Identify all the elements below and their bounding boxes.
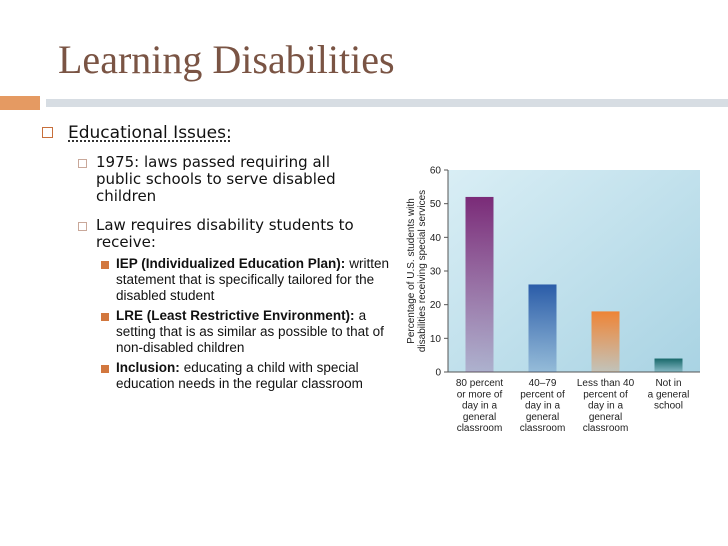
x-tick-label: 40–79 percent of day in a general classroom — [520, 378, 566, 434]
bar — [528, 284, 557, 372]
bar — [654, 358, 683, 372]
y-tick-label: 50 — [430, 199, 442, 210]
x-tick-label: Less than 40 percent of day in a general cla… — [577, 378, 635, 434]
title-rule — [46, 99, 728, 107]
bullet-text: Educational Issues: — [68, 123, 232, 143]
y-tick-label: 60 — [430, 166, 442, 177]
term: LRE (Least Restrictive Environment): — [116, 308, 355, 323]
definition: educating a child with special education… — [116, 360, 363, 391]
y-tick-label: 0 — [435, 368, 441, 379]
term: Inclusion: — [116, 360, 180, 375]
bullet — [101, 261, 109, 269]
chart: 0 10 20 30 40 50 60 Percentage of U.S. students… — [406, 166, 700, 434]
slide-title: Learning Disabilities — [58, 37, 395, 82]
bullet-text: Inclusion: educating a child with special… — [116, 360, 398, 392]
y-tick-label: 20 — [430, 300, 442, 311]
bullet-text: Law requires disability students to rece… — [96, 216, 354, 251]
bullet — [78, 222, 87, 231]
x-tick-label: Not in a general school — [648, 378, 690, 412]
definition: a setting that is as similar as possible… — [116, 308, 384, 355]
bullet — [42, 127, 53, 138]
bar — [465, 196, 494, 372]
bullet — [101, 365, 109, 373]
term: IEP (Individualized Education Plan): — [116, 256, 346, 271]
bullet-text: IEP (Individualized Education Plan): writ… — [116, 256, 398, 304]
x-tick-label: 80 percent or more of day in a general class… — [456, 378, 503, 434]
bar — [591, 311, 620, 372]
bullet-text: 1975: laws passed requiring all public s… — [96, 153, 336, 205]
bullet — [78, 159, 87, 168]
y-tick-label: 10 — [430, 334, 442, 345]
y-tick-label: 40 — [430, 233, 442, 244]
title-accent — [0, 96, 40, 110]
y-axis-label: Percentage of U.S. students withdisabili… — [406, 190, 428, 352]
y-tick-label: 30 — [430, 267, 442, 278]
bullet — [101, 313, 109, 321]
definition: written statement that is specifically t… — [116, 256, 390, 303]
bullet-text: LRE (Least Restrictive Environment): a se… — [116, 308, 398, 356]
